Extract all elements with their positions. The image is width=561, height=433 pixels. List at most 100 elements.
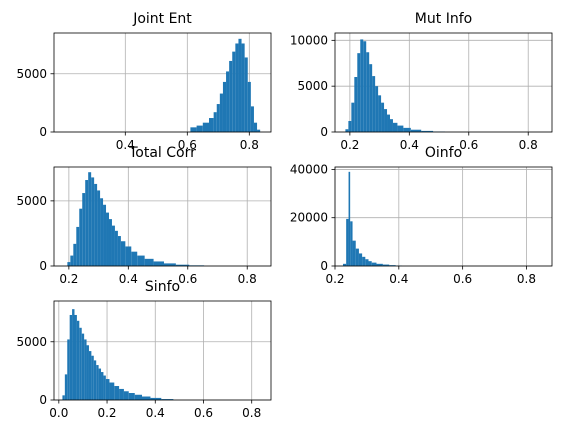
histogram-bar <box>253 122 258 132</box>
histogram-bar <box>137 255 145 266</box>
histogram-bar <box>376 263 383 266</box>
histogram-bar <box>345 129 349 132</box>
histogram-bar <box>69 314 73 400</box>
histogram-bar <box>123 391 129 400</box>
histogram-bar <box>134 394 143 400</box>
histogram-bar <box>94 183 98 266</box>
histogram-bar <box>73 243 77 266</box>
x-tick-label: 0.2 <box>325 272 344 286</box>
axes-frame <box>53 32 272 133</box>
x-tick-label: 0.2 <box>59 272 78 286</box>
y-tick-label: 5000 <box>16 67 47 81</box>
histogram-bar <box>342 263 347 266</box>
histogram-bar <box>67 262 71 266</box>
histogram-bar <box>365 259 369 266</box>
histogram-bar <box>372 76 376 132</box>
histogram-bar <box>389 265 396 266</box>
histogram-bar <box>81 333 85 400</box>
histogram-bar <box>362 256 366 266</box>
histogram-bar <box>389 119 393 132</box>
histogram-bar <box>257 129 261 132</box>
histogram-bar <box>62 395 65 400</box>
histogram-bar <box>74 314 77 400</box>
histogram-bar <box>72 309 75 400</box>
histogram-bar <box>358 253 363 266</box>
histogram-bar <box>88 172 92 266</box>
x-tick-label: 0.8 <box>242 406 261 420</box>
histogram-bar <box>86 345 89 400</box>
histogram-bar <box>101 372 104 400</box>
histogram-bar <box>348 121 352 132</box>
histogram-bar <box>244 57 248 132</box>
y-tick-label: 40000 <box>290 162 328 176</box>
y-tick-label: 0 <box>320 125 328 139</box>
histogram-bar <box>196 125 203 132</box>
subplot-5: 0.0 0.2 0.4 0.6 0.8 0 5000 Sinfo <box>16 279 272 420</box>
histogram-bar <box>125 246 132 266</box>
y-tick-label: 20000 <box>290 211 328 225</box>
histogram-bar <box>348 171 351 266</box>
y-tick-label: 0 <box>39 393 47 407</box>
histogram-bar <box>381 102 385 132</box>
histogram-bar <box>119 388 124 400</box>
subplot-title: Joint Ent <box>132 11 192 27</box>
histogram-bar <box>128 393 135 400</box>
histogram-bar <box>91 355 94 400</box>
histogram-bar <box>79 327 82 400</box>
x-tick-label: 0.6 <box>459 138 478 152</box>
histogram-bar <box>219 93 223 132</box>
axes-frame <box>53 300 272 401</box>
y-tick-label: 5000 <box>16 335 47 349</box>
histogram-bar <box>375 86 379 132</box>
histogram-bar <box>100 198 104 266</box>
x-tick-label: 0.8 <box>240 138 259 152</box>
x-tick-label: 0.2 <box>340 138 359 152</box>
histogram-bar <box>350 221 353 266</box>
histogram-bar <box>368 261 372 266</box>
histogram-bar <box>120 241 126 266</box>
y-tick-label: 0 <box>320 259 328 273</box>
histogram-bar <box>216 104 220 132</box>
histogram-bar <box>190 127 197 132</box>
histogram-bar <box>410 129 422 132</box>
histogram-bar <box>226 71 230 132</box>
histogram-bar <box>93 360 97 400</box>
histogram-bar <box>82 193 86 266</box>
histogram-bar <box>357 53 361 132</box>
subplot-title: Sinfo <box>145 279 180 295</box>
histogram-bar <box>378 95 382 132</box>
histogram-bar <box>108 219 112 266</box>
histogram-bar <box>346 218 349 266</box>
histogram-bar <box>247 81 251 132</box>
axes-frame <box>334 166 553 267</box>
histogram-bar <box>392 122 398 132</box>
histogram-bar <box>88 351 92 400</box>
x-tick-label: 0.4 <box>119 272 138 286</box>
x-tick-label: 0.6 <box>178 272 197 286</box>
histogram-bar <box>70 255 74 266</box>
x-tick-label: 0.8 <box>238 272 257 286</box>
subplot-4: 0.2 0.4 0.6 0.8 0 20000 40000 Oinfo <box>290 145 553 286</box>
x-tick-label: 0.8 <box>517 272 536 286</box>
histogram-bar <box>79 208 83 266</box>
histogram-bar <box>175 264 190 266</box>
histogram-bar <box>103 375 106 400</box>
y-tick-label: 5000 <box>16 194 47 208</box>
histogram-bar <box>67 339 70 400</box>
x-tick-label: 0.4 <box>389 272 408 286</box>
x-tick-label: 0.0 <box>49 406 68 420</box>
histogram-bar <box>114 230 118 266</box>
histogram-bar <box>76 320 80 400</box>
y-tick-label: 10000 <box>290 33 328 47</box>
histogram-bar <box>363 41 367 132</box>
subplot-1: 0.4 0.6 0.8 0 5000 Joint Ent <box>16 11 272 152</box>
histogram-bar <box>209 118 214 132</box>
histogram-bar <box>106 212 109 266</box>
x-tick-label: 0.6 <box>194 406 213 420</box>
histogram-bar <box>76 226 80 266</box>
x-tick-label: 0.2 <box>97 406 116 420</box>
x-tick-label: 0.6 <box>178 138 197 152</box>
histogram-bar <box>387 114 390 132</box>
histogram-bar <box>241 43 245 132</box>
histogram-bar <box>64 374 68 400</box>
